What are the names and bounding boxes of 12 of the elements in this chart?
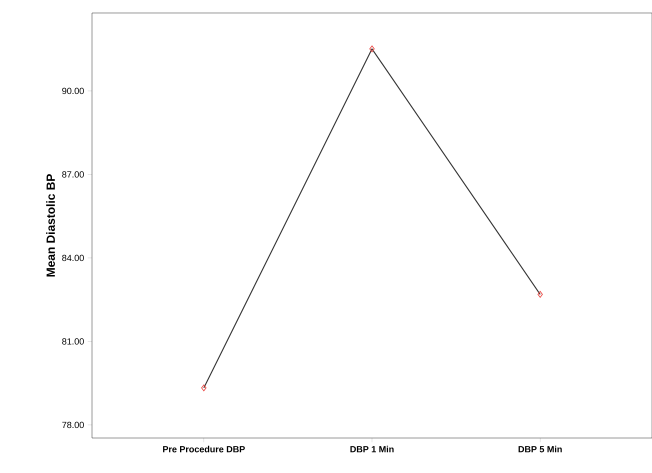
point <box>369 46 375 52</box>
y-tick-label: 78.00 <box>62 422 84 428</box>
y-tick-label: 84.00 <box>62 254 84 262</box>
x-tick-label: DBP 1 Min <box>350 446 394 452</box>
y-tick-label: 81.00 <box>62 338 84 345</box>
y-tick-label: 90.00 <box>62 88 84 94</box>
x-tick-label: DBP 5 Min <box>518 446 562 452</box>
x-tick-label: Pre Procedure DBP <box>163 446 245 452</box>
y-tick-label: 87.00 <box>62 171 84 178</box>
y-axis-title: Mean Diastolic BP <box>46 174 55 277</box>
point <box>538 290 543 298</box>
point <box>201 384 206 392</box>
